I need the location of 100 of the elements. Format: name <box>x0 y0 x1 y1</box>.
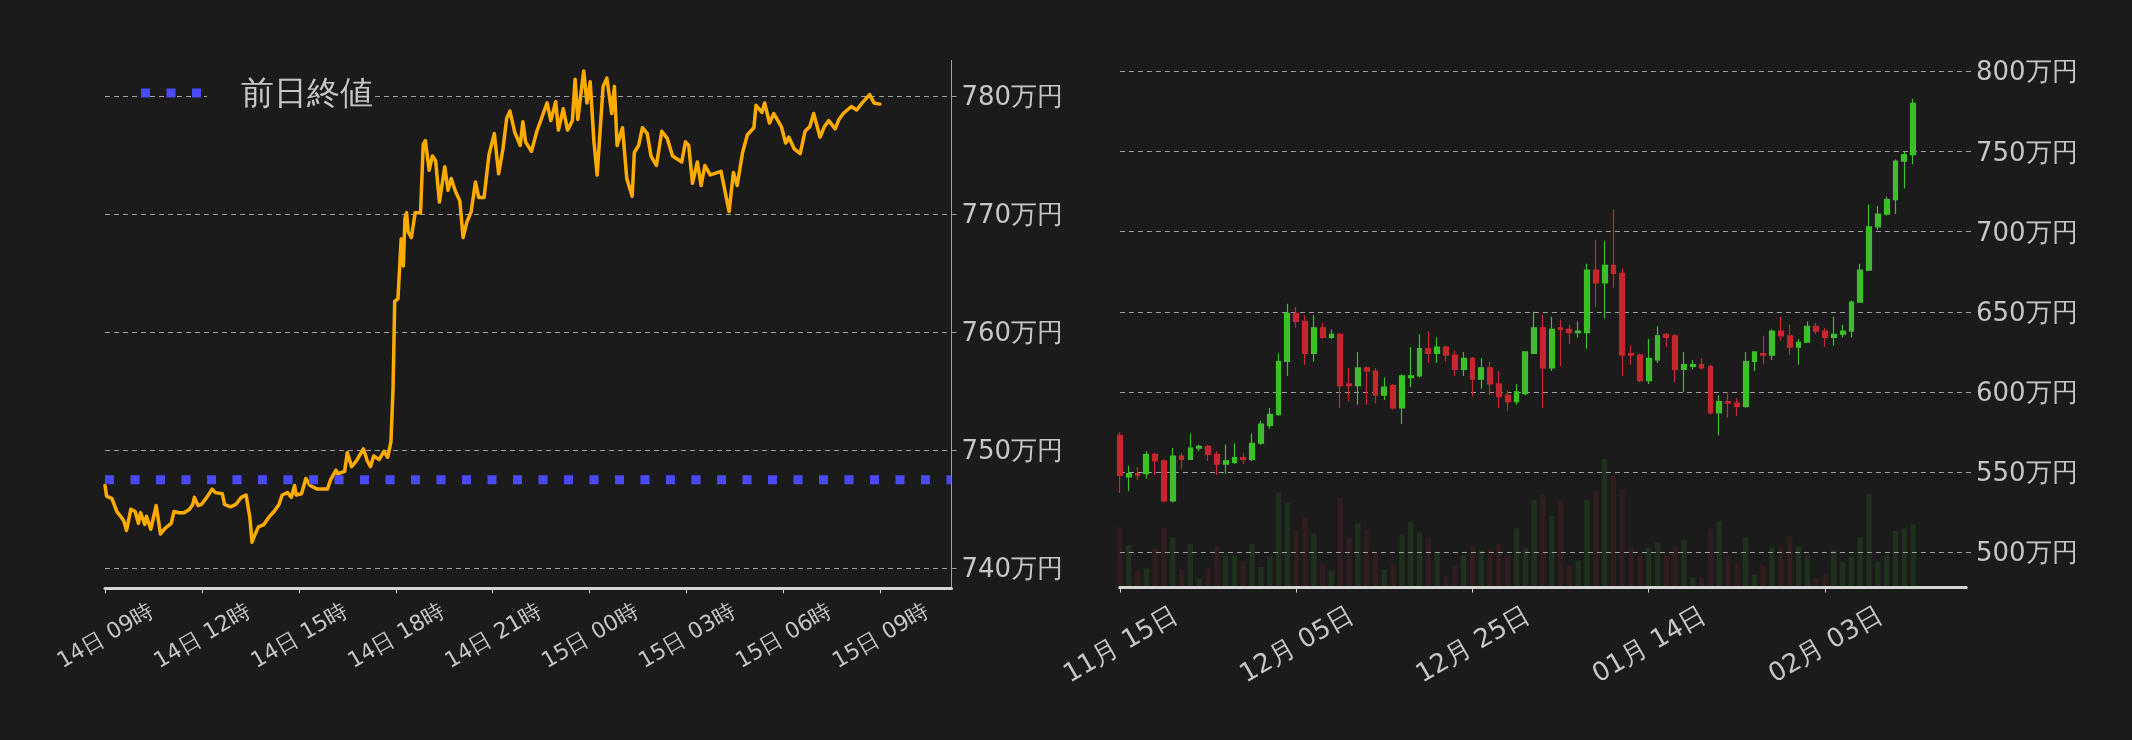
bar <box>1469 546 1476 588</box>
bar <box>1778 546 1784 588</box>
y-tick-label: 770万円 <box>961 198 1064 229</box>
bar <box>1231 555 1238 588</box>
candlestick <box>1372 367 1379 404</box>
candlestick <box>1592 239 1600 308</box>
candlestick <box>1433 336 1441 364</box>
bar <box>1408 521 1414 588</box>
candlestick <box>1724 391 1732 419</box>
candlestick <box>1548 316 1556 372</box>
candlestick <box>1803 320 1811 343</box>
legend-label: 前日終値 <box>241 73 373 113</box>
candlestick <box>1231 442 1238 465</box>
candlestick <box>1486 360 1494 396</box>
candlestick <box>1601 240 1609 319</box>
bar <box>1628 546 1634 588</box>
candlestick <box>1610 208 1617 289</box>
bar <box>1681 539 1687 588</box>
x-tick-label: 12月 25日 <box>1410 598 1535 689</box>
bar <box>1584 500 1590 588</box>
x-tick-label: 11月 15日 <box>1057 598 1183 689</box>
x-tick-label: 01月 14日 <box>1586 598 1711 689</box>
candlestick <box>1416 333 1423 379</box>
candlestick <box>1812 322 1820 335</box>
candlestick <box>1239 452 1247 465</box>
candlestick <box>1424 330 1432 364</box>
bar <box>1337 497 1343 588</box>
candlestick <box>1513 383 1520 406</box>
candlestick <box>1795 338 1802 366</box>
bar <box>1716 520 1722 588</box>
bar <box>1117 527 1123 588</box>
candlestick <box>1530 311 1538 355</box>
bar <box>1152 548 1158 588</box>
candlestick <box>1125 465 1133 492</box>
bar <box>1372 551 1379 588</box>
candlestick <box>1151 452 1159 476</box>
candlestick <box>1275 352 1282 417</box>
y-tick-label: 740万円 <box>961 553 1064 584</box>
bar <box>1258 566 1264 588</box>
candlestick <box>1178 452 1185 470</box>
bar <box>1610 475 1617 588</box>
bar <box>1531 500 1537 588</box>
y-tick-label: 550万円 <box>1976 457 2078 488</box>
bar <box>1364 529 1370 588</box>
candlestick <box>1830 316 1838 347</box>
candlestick <box>1195 444 1203 452</box>
candlestick <box>1583 263 1591 350</box>
bar <box>1311 533 1317 588</box>
bar <box>1346 537 1352 588</box>
candlestick <box>1319 322 1327 340</box>
x-tick-label: 02月 03日 <box>1762 598 1888 689</box>
bar <box>1707 528 1714 588</box>
bar <box>1302 516 1308 588</box>
bar <box>1319 564 1326 588</box>
bar <box>1284 502 1290 588</box>
bar <box>1513 528 1520 588</box>
bar <box>1892 530 1899 588</box>
candlestick <box>1469 356 1476 398</box>
candlestick <box>1354 351 1362 406</box>
candlestick <box>1442 344 1450 363</box>
bar <box>1214 546 1220 588</box>
candlestick <box>1627 344 1635 366</box>
candlestick <box>1389 383 1397 411</box>
candlestick <box>1328 328 1335 340</box>
bar <box>1593 491 1599 588</box>
candlestick <box>1292 306 1300 329</box>
candlestick <box>1759 335 1767 366</box>
y-tick-label: 750万円 <box>1976 136 2078 167</box>
candlestick <box>1398 373 1406 425</box>
candlestick <box>1689 359 1697 371</box>
candlestick <box>1283 303 1291 377</box>
bar <box>1496 543 1502 588</box>
bar <box>1795 546 1802 588</box>
bar <box>1223 555 1229 588</box>
bar <box>1425 537 1432 588</box>
candlestick <box>1142 450 1150 480</box>
candlestick <box>1213 450 1221 476</box>
candlestick <box>1134 466 1141 481</box>
bar <box>1769 547 1775 588</box>
bar <box>1901 528 1907 588</box>
bar <box>1557 500 1564 588</box>
candlestick <box>1645 338 1653 385</box>
candlestick <box>1345 367 1353 403</box>
candlestick <box>1892 158 1899 215</box>
bar <box>1725 555 1731 588</box>
y-tick-label: 750万円 <box>961 435 1064 466</box>
y-tick-label: 700万円 <box>1976 216 2078 247</box>
bar <box>1875 561 1881 588</box>
candlestick <box>1451 349 1459 377</box>
candlestick <box>1495 370 1503 409</box>
candlestick <box>1460 351 1468 377</box>
candlestick <box>1257 420 1265 446</box>
bar <box>1646 547 1652 588</box>
bar <box>1884 555 1890 588</box>
candlestick <box>1477 357 1485 390</box>
bar <box>1654 542 1661 588</box>
bar <box>1293 530 1299 588</box>
candlestick <box>1874 205 1882 231</box>
bar <box>1540 494 1546 588</box>
bar <box>1460 555 1467 588</box>
